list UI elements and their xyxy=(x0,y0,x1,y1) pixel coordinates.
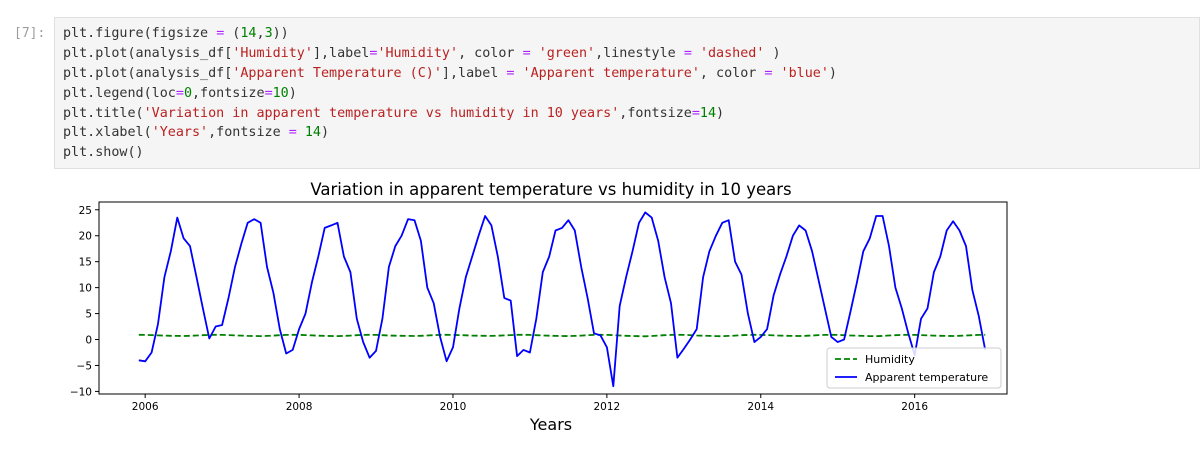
code-token: 14 xyxy=(240,26,257,41)
code-line: plt.title('Variation in apparent tempera… xyxy=(63,104,837,124)
code-token: ) xyxy=(321,125,330,141)
code-token: 14 xyxy=(699,105,717,121)
y-tick-label: 0 xyxy=(85,335,92,347)
code-editor[interactable]: plt.figure(figsize = (14,3)) plt.plot(ana… xyxy=(54,17,1200,169)
code-line: plt.show() xyxy=(63,143,837,163)
x-tick-label: 2010 xyxy=(440,401,467,413)
y-tick-label: −5 xyxy=(77,360,92,372)
code-token: = xyxy=(288,125,297,141)
code-token: = xyxy=(506,65,515,81)
code-token: = xyxy=(369,45,378,61)
code-line: plt.figure(figsize = (14,3)) xyxy=(63,24,837,44)
code-token: plt.legend(loc xyxy=(63,85,176,101)
y-tick-label: −10 xyxy=(70,386,92,398)
x-tick-label: 2006 xyxy=(132,401,159,413)
code-token: ,fontsize xyxy=(208,125,289,141)
code-token: , color xyxy=(458,45,523,61)
code-token: 'dashed' xyxy=(699,45,765,61)
code-token: ,fontsize xyxy=(619,105,692,121)
code-token: 14 xyxy=(304,125,321,141)
code-token: 'blue' xyxy=(780,65,829,81)
legend-label: Humidity xyxy=(865,353,915,366)
x-axis-label: Years xyxy=(529,415,572,434)
code-token: plt.xlabel( xyxy=(63,125,152,141)
code-token xyxy=(297,125,305,140)
code-token: 0 xyxy=(183,85,192,101)
legend-label: Apparent temperature xyxy=(865,371,988,384)
execution-prompt: [7]: xyxy=(14,26,46,41)
code-token: 'green' xyxy=(538,45,596,61)
code-token: ) xyxy=(716,105,725,121)
y-tick-label: 20 xyxy=(79,231,92,243)
code-token: ) xyxy=(828,65,837,81)
code-token: 'Years' xyxy=(151,125,209,141)
code-token: 'Apparent temperature' xyxy=(522,65,700,81)
code-token: 'Humidity' xyxy=(377,45,459,61)
code-token: = xyxy=(683,45,692,61)
chart-title: Variation in apparent temperature vs hum… xyxy=(310,180,791,199)
code-token: 'Apparent Temperature (C)' xyxy=(232,65,442,81)
axes-frame xyxy=(98,201,1008,395)
code-token: , xyxy=(256,26,265,41)
code-token: ,linestyle xyxy=(595,45,684,61)
code-token: )) xyxy=(272,26,289,41)
code-token: plt.figure(figsize xyxy=(63,26,217,41)
code-token: 10 xyxy=(272,85,289,101)
code-token: plt.plot(analysis_df[ xyxy=(63,65,233,81)
x-tick-label: 2008 xyxy=(286,401,313,413)
legend-box xyxy=(826,347,1002,389)
code-token: plt.title( xyxy=(63,105,144,121)
code-token xyxy=(772,66,780,81)
cell-output: Variation in apparent temperature vs hum… xyxy=(54,172,1200,454)
code-token: ( xyxy=(224,26,241,41)
code-token: , color xyxy=(699,65,765,81)
code-token xyxy=(531,46,539,61)
y-tick-label: 15 xyxy=(79,257,92,269)
series-line-apparent-temperature xyxy=(138,211,987,388)
y-tick-label: 10 xyxy=(79,283,92,295)
code-text[interactable]: plt.figure(figsize = (14,3)) plt.plot(ana… xyxy=(63,24,837,163)
code-token: ) xyxy=(764,45,781,61)
code-line: plt.plot(analysis_df['Humidity'],label='… xyxy=(63,44,837,64)
code-line: plt.legend(loc=0,fontsize=10) xyxy=(63,84,837,104)
code-token: = xyxy=(175,85,184,101)
code-token: ,fontsize xyxy=(192,85,265,101)
code-token: plt.plot(analysis_df[ xyxy=(63,45,233,61)
code-token: ) xyxy=(288,85,297,101)
line-chart: Variation in apparent temperature vs hum… xyxy=(70,180,1008,434)
series-line-humidity xyxy=(138,333,986,338)
x-tick-label: 2016 xyxy=(901,401,928,413)
code-token xyxy=(514,66,522,81)
code-line: plt.xlabel('Years',fontsize = 14) xyxy=(63,123,837,143)
code-line: plt.plot(analysis_df['Apparent Temperatu… xyxy=(63,64,837,84)
code-token: = xyxy=(522,45,531,61)
y-tick-label: 25 xyxy=(79,205,92,217)
x-tick-label: 2014 xyxy=(747,401,774,413)
x-tick-label: 2012 xyxy=(593,401,620,413)
code-token: 'Variation in apparent temperature vs hu… xyxy=(143,105,620,121)
code-token: = xyxy=(764,65,773,81)
code-token: 3 xyxy=(264,26,273,41)
code-token: plt.show() xyxy=(63,145,144,161)
code-token xyxy=(692,46,700,61)
plot-area: 2006 2008 2010 2012 2014 2016 −10 −5 0 5 10 15 20 25 H… xyxy=(70,201,1008,413)
code-token: ],label xyxy=(441,65,507,81)
y-tick-label: 5 xyxy=(85,309,92,321)
code-token: = xyxy=(264,85,273,101)
code-token: ],label xyxy=(312,45,370,61)
code-token: 'Humidity' xyxy=(232,45,313,61)
code-token: = xyxy=(216,26,225,41)
code-token: = xyxy=(691,105,700,121)
